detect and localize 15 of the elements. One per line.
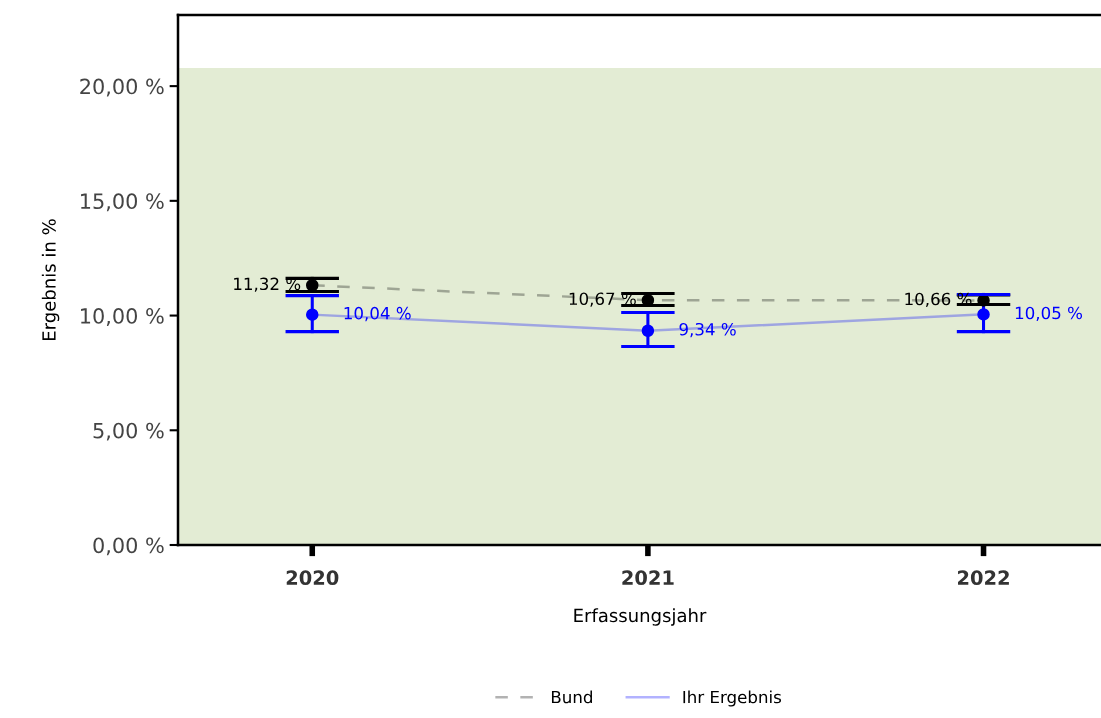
legend-label: Bund [551, 690, 592, 704]
legend-label: Ihr Ergebnis [683, 690, 782, 707]
y-tick-label: 15,00 % [81, 193, 164, 212]
y-tick-label: 20,00 % [80, 78, 164, 97]
data-label: 10,04 % [344, 306, 411, 322]
x-tick-label: 2021 [622, 570, 674, 586]
y-tick-label: 5,00 % [93, 422, 164, 441]
data-label: 10,05 % [1015, 306, 1083, 321]
x-axis-title: Erfassungsjahr [574, 608, 707, 626]
y-tick-label: 0,00 % [93, 537, 164, 556]
y-axis-title: Ergebnis in % [41, 219, 60, 340]
x-tick-label: 2020 [286, 570, 339, 586]
y-tick-label: 10,00 % [81, 308, 164, 326]
x-tick-label: 2022 [958, 570, 1009, 586]
data-label: 9,34 % [679, 322, 736, 338]
